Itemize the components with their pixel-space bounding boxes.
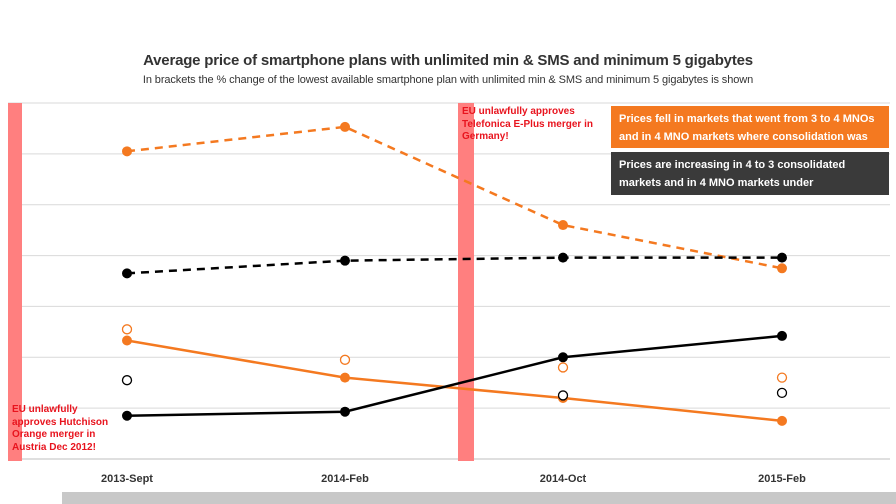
x-axis: 2013-Sept 2014-Feb 2014-Oct 2015-Feb [101,473,806,485]
x-tick-label: 2014-Oct [540,473,587,485]
data-point [122,335,132,346]
data-point [122,268,132,279]
data-point [557,390,569,401]
legend-prices-increasing: Prices are increasing in 4 to 3 consolid… [611,152,889,207]
data-point [777,252,787,263]
annotation-hutchison-merger: EU unlawfully approves Hutchison Orange … [12,404,109,453]
annotation-eplus-merger: EU unlawfully approves Telefonica E-Plus… [462,106,593,142]
data-point [777,263,787,274]
data-point [122,146,132,157]
series-4 [121,324,788,383]
series-1 [122,252,787,279]
series-5 [121,375,788,401]
data-point [776,372,788,383]
data-point [558,252,568,263]
horizontal-scrollbar[interactable] [62,492,896,504]
data-point [558,220,568,231]
gridlines [8,102,890,460]
series-0 [122,121,787,274]
series-line [126,334,783,418]
data-point [558,352,568,363]
data-point [340,121,350,132]
data-point [122,410,132,421]
data-point [339,354,351,365]
x-tick-label: 2013-Sept [101,473,153,485]
chart-subtitle: In brackets the % change of the lowest a… [142,74,754,86]
data-point [777,330,787,341]
x-tick-label: 2015-Feb [758,473,806,485]
data-point [776,387,788,399]
data-point [121,324,133,335]
data-point [340,406,350,417]
series-line [126,125,783,270]
series-line [126,256,782,275]
data-point [340,255,350,266]
data-point [777,415,787,426]
series-line [126,339,783,423]
data-point [121,375,133,386]
event-bar-eplus [458,103,474,461]
data-point [340,372,350,383]
event-bar-hutchison [8,103,22,461]
series-3 [122,330,787,421]
data-point [557,362,569,373]
series-2 [122,335,787,426]
series-layer [121,121,788,426]
chart-title: Average price of smartphone plans with u… [143,52,753,69]
x-tick-label: 2014-Feb [321,473,369,485]
legend-prices-fell: Prices fell in markets that went from 3 … [611,106,889,161]
